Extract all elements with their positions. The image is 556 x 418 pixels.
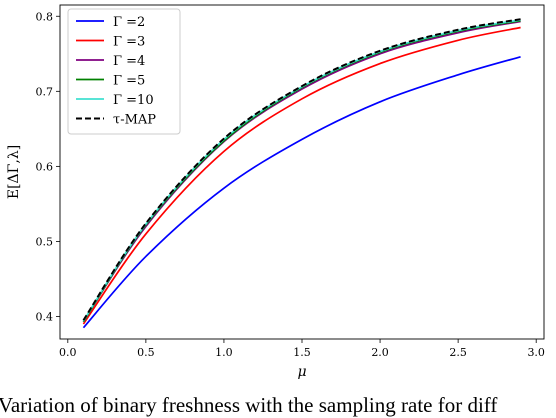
- legend-label: τ-MAP: [113, 113, 156, 128]
- series-line-map: [82, 18, 521, 321]
- series-line-3: [82, 26, 521, 325]
- series-line-4: [82, 20, 521, 323]
- legend-label: Γ =2: [113, 15, 145, 30]
- figure-caption: Variation of binary freshness with the s…: [0, 393, 498, 417]
- y-tick-label: 0.5: [36, 235, 54, 248]
- y-tick-label: 0.4: [36, 310, 54, 323]
- series-line-2: [82, 55, 521, 329]
- legend-label: Γ =4: [113, 54, 145, 69]
- x-tick-label: 0.0: [59, 346, 77, 359]
- x-tick-label: 1.0: [215, 346, 233, 359]
- legend-label: Γ =10: [113, 93, 154, 108]
- y-axis-label: E[ΔΓ,λ]: [6, 145, 22, 199]
- x-axis-ticks: 0.0 0.5 1.0 1.5 2.0 2.5 3.0: [59, 339, 545, 359]
- x-tick-label: 2.5: [449, 346, 467, 359]
- chart: 0.0 0.5 1.0 1.5 2.0 2.5 3.0 0.4 0.5 0.6 0.7 0.8 Γ …: [6, 4, 545, 380]
- y-tick-label: 0.7: [36, 85, 54, 98]
- y-tick-label: 0.6: [36, 160, 54, 173]
- x-tick-label: 2.0: [371, 346, 389, 359]
- series-layer: [82, 18, 521, 329]
- x-tick-label: 0.5: [137, 346, 155, 359]
- y-axis-ticks: 0.4 0.5 0.6 0.7 0.8: [36, 10, 60, 323]
- x-tick-label: 3.0: [527, 346, 545, 359]
- legend-label: Γ =3: [113, 35, 145, 50]
- y-tick-label: 0.8: [36, 10, 54, 23]
- x-tick-label: 1.5: [293, 346, 311, 359]
- x-axis-label: μ: [297, 364, 306, 380]
- legend-label: Γ =5: [113, 74, 145, 89]
- legend: Γ =2 Γ =3 Γ =4 Γ =5 Γ =10 τ-MAP: [67, 8, 181, 135]
